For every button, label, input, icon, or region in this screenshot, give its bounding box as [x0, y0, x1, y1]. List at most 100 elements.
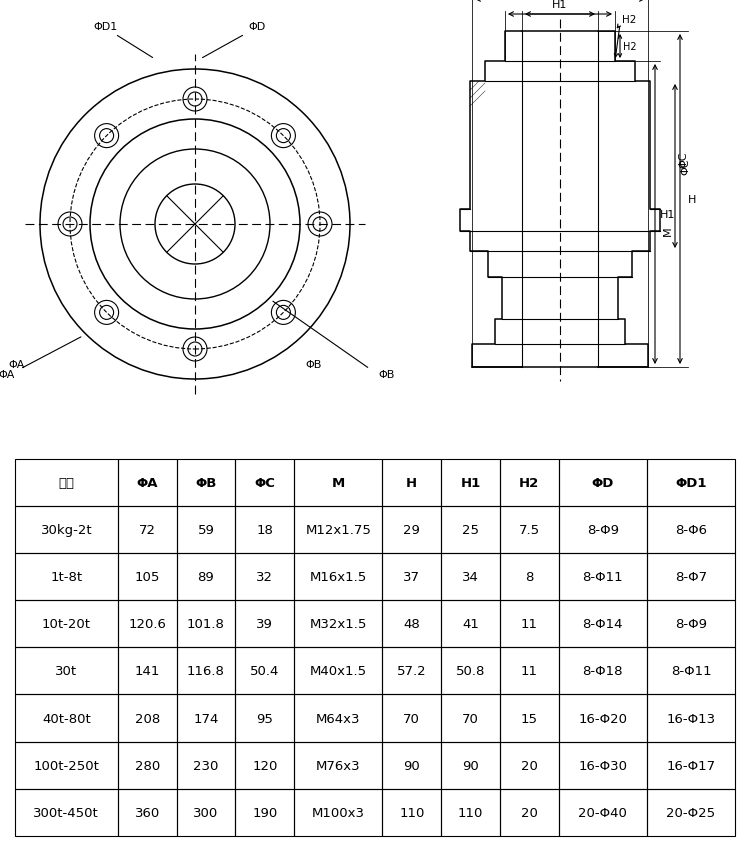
Text: 11: 11	[520, 665, 538, 677]
Text: ΦD: ΦD	[248, 22, 266, 32]
Text: 57.2: 57.2	[397, 665, 427, 677]
Text: 11: 11	[520, 618, 538, 630]
Bar	[15, 648, 118, 694]
Bar	[294, 601, 382, 648]
Text: 8: 8	[525, 571, 533, 584]
Bar	[15, 694, 118, 741]
Text: 280: 280	[134, 758, 160, 772]
Text: 48: 48	[404, 618, 420, 630]
Bar	[15, 507, 118, 554]
Text: 30kg-2t: 30kg-2t	[40, 524, 92, 537]
Text: H: H	[688, 195, 696, 204]
Text: 16-Φ20: 16-Φ20	[578, 711, 627, 725]
Text: 34: 34	[462, 571, 479, 584]
Text: M16x1.5: M16x1.5	[310, 571, 367, 584]
Bar	[382, 507, 441, 554]
Text: H2: H2	[623, 42, 637, 52]
Text: 20: 20	[521, 806, 538, 819]
Bar	[118, 648, 176, 694]
Bar	[236, 648, 294, 694]
Text: 120.6: 120.6	[128, 618, 166, 630]
Text: ΦA: ΦA	[0, 370, 15, 379]
Text: 10t-20t: 10t-20t	[42, 618, 91, 630]
Text: 30t: 30t	[56, 665, 77, 677]
Bar	[294, 694, 382, 741]
Bar	[15, 741, 118, 789]
Text: H1: H1	[552, 0, 568, 10]
Bar	[294, 648, 382, 694]
Text: 8-Φ9: 8-Φ9	[675, 618, 707, 630]
Text: 50.8: 50.8	[456, 665, 485, 677]
Bar	[500, 741, 559, 789]
Text: 300: 300	[194, 806, 218, 819]
Bar	[559, 789, 647, 836]
Text: M12x1.75: M12x1.75	[305, 524, 371, 537]
Bar	[382, 601, 441, 648]
Text: ΦB: ΦB	[305, 360, 321, 370]
Bar	[500, 789, 559, 836]
Text: 110: 110	[458, 806, 483, 819]
Text: 8-Φ11: 8-Φ11	[583, 571, 623, 584]
Text: 89: 89	[197, 571, 214, 584]
Bar	[500, 694, 559, 741]
Bar	[382, 789, 441, 836]
Text: M: M	[663, 226, 673, 235]
Text: 20: 20	[521, 758, 538, 772]
Text: 16-Φ17: 16-Φ17	[667, 758, 716, 772]
Bar	[118, 554, 176, 601]
Text: ΦC: ΦC	[680, 158, 690, 175]
Bar	[15, 460, 118, 507]
Text: ΦC: ΦC	[678, 152, 688, 168]
Text: 110: 110	[399, 806, 424, 819]
Text: 174: 174	[194, 711, 219, 725]
Bar	[236, 741, 294, 789]
Text: ΦD: ΦD	[592, 477, 614, 490]
Text: ΦB: ΦB	[195, 477, 217, 490]
Text: 8-Φ14: 8-Φ14	[583, 618, 623, 630]
Text: 8-Φ11: 8-Φ11	[670, 665, 711, 677]
Text: 90: 90	[404, 758, 420, 772]
Bar	[176, 460, 236, 507]
Bar	[647, 694, 735, 741]
Text: 8-Φ18: 8-Φ18	[583, 665, 623, 677]
Bar	[500, 507, 559, 554]
Bar	[294, 460, 382, 507]
Text: 20-Φ25: 20-Φ25	[667, 806, 716, 819]
Bar	[500, 601, 559, 648]
Text: 100t-250t: 100t-250t	[33, 758, 99, 772]
Text: 8-Φ6: 8-Φ6	[675, 524, 707, 537]
Text: 72: 72	[139, 524, 156, 537]
Text: 1t-8t: 1t-8t	[50, 571, 82, 584]
Text: 29: 29	[404, 524, 420, 537]
Text: 120: 120	[252, 758, 278, 772]
Text: 300t-450t: 300t-450t	[34, 806, 99, 819]
Bar	[441, 789, 500, 836]
Bar	[559, 601, 647, 648]
Text: 208: 208	[134, 711, 160, 725]
Bar	[118, 741, 176, 789]
Text: H1: H1	[460, 477, 481, 490]
Text: H2: H2	[622, 15, 636, 25]
Text: ΦD1: ΦD1	[93, 22, 117, 32]
Text: 141: 141	[134, 665, 160, 677]
Text: ΦD1: ΦD1	[675, 477, 706, 490]
Text: M40x1.5: M40x1.5	[310, 665, 367, 677]
Bar	[382, 554, 441, 601]
Bar	[118, 507, 176, 554]
Text: H1: H1	[660, 210, 675, 220]
Bar	[382, 460, 441, 507]
Text: 25: 25	[462, 524, 479, 537]
Bar	[559, 554, 647, 601]
Bar	[176, 507, 236, 554]
Bar	[559, 694, 647, 741]
Bar	[441, 741, 500, 789]
Bar	[294, 507, 382, 554]
Text: 16-Φ13: 16-Φ13	[667, 711, 716, 725]
Bar	[382, 648, 441, 694]
Text: 20-Φ40: 20-Φ40	[578, 806, 627, 819]
Bar	[118, 789, 176, 836]
Bar	[15, 601, 118, 648]
Text: 16-Φ30: 16-Φ30	[578, 758, 627, 772]
Text: M32x1.5: M32x1.5	[310, 618, 367, 630]
Text: 360: 360	[134, 806, 160, 819]
